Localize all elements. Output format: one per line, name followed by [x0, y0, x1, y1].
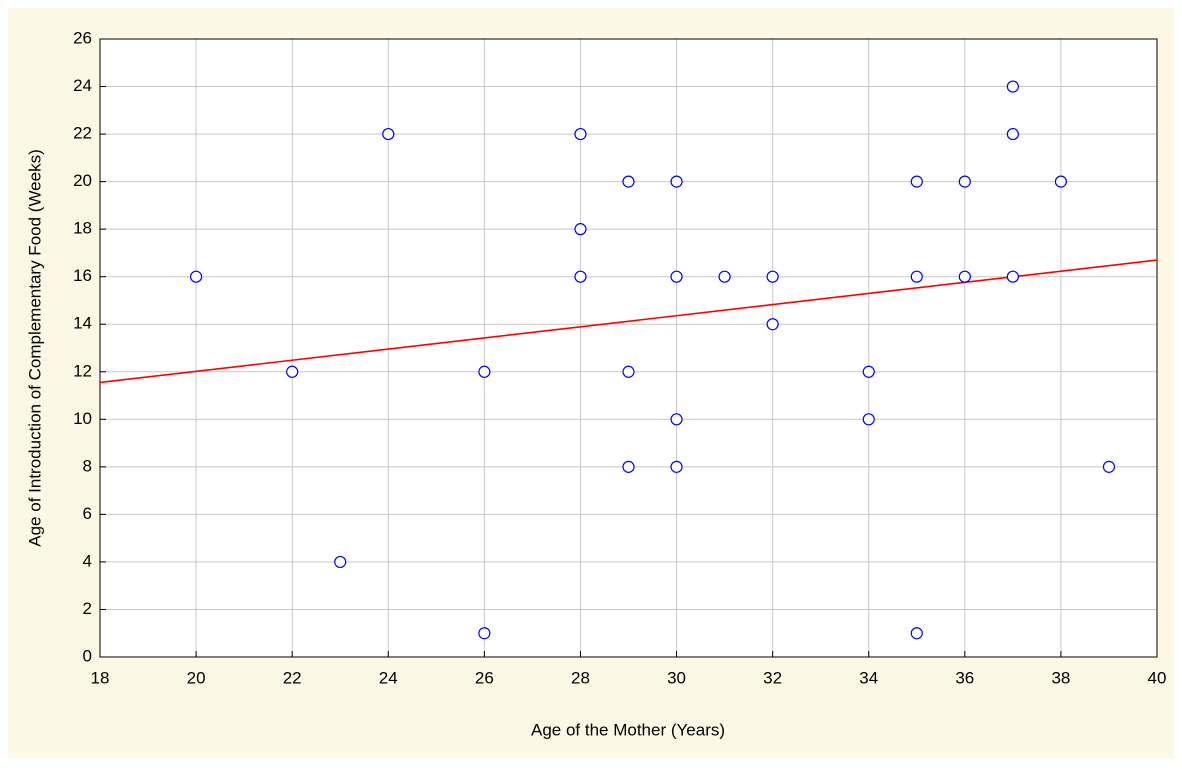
y-tick-label: 0 [83, 646, 92, 665]
point [334, 555, 347, 569]
point [718, 270, 731, 283]
point [862, 413, 875, 426]
point [766, 318, 779, 331]
y-tick-label: 4 [83, 551, 92, 570]
point [1006, 127, 1019, 141]
x-tick-label: 40 [1148, 668, 1167, 687]
point [574, 223, 587, 236]
y-tick-label: 22 [73, 124, 92, 143]
point [862, 365, 875, 378]
y-axis-label: Age of Introduction of Complementary Foo… [25, 149, 44, 546]
y-tick-label: 6 [83, 504, 92, 523]
point [1102, 460, 1116, 473]
point [574, 127, 587, 141]
point [910, 270, 923, 283]
x-tick-label: 30 [667, 668, 686, 687]
y-tick-label: 18 [73, 219, 92, 238]
y-tick-label: 14 [73, 314, 92, 333]
point [478, 365, 491, 378]
point [670, 175, 683, 188]
point [1006, 80, 1019, 93]
y-tick-label: 12 [73, 361, 92, 380]
plot-area [100, 39, 1157, 657]
point [574, 270, 587, 283]
point [622, 365, 635, 378]
point [670, 270, 683, 283]
y-tick-label: 20 [73, 171, 92, 190]
point [670, 460, 683, 473]
y-tick-label: 2 [83, 599, 92, 618]
point [766, 270, 779, 283]
point [622, 175, 635, 188]
point [910, 627, 923, 640]
x-axis-label: Age of the Mother (Years) [531, 720, 725, 739]
point [286, 365, 299, 378]
x-tick-label: 32 [763, 668, 782, 687]
x-tick-label: 28 [571, 668, 590, 687]
x-tick-label: 20 [187, 668, 206, 687]
x-tick-label: 24 [379, 668, 398, 687]
point [478, 627, 491, 640]
x-tick-label: 36 [955, 668, 974, 687]
y-tick-label: 10 [73, 409, 92, 428]
x-tick-label: 26 [475, 668, 494, 687]
x-tick-label: 22 [283, 668, 302, 687]
y-tick-label: 26 [73, 28, 92, 47]
point [958, 175, 971, 188]
point [1006, 270, 1019, 283]
point [382, 127, 395, 141]
y-tick-label: 8 [83, 456, 92, 475]
x-tick-label: 34 [859, 668, 878, 687]
point [958, 270, 971, 283]
x-tick-label: 18 [91, 668, 110, 687]
point [189, 270, 203, 283]
point [622, 460, 635, 473]
plot-frame [99, 38, 1158, 658]
point [910, 175, 923, 188]
trend-line [99, 259, 1158, 384]
x-tick-label: 38 [1051, 668, 1070, 687]
point [670, 413, 683, 426]
y-tick-label: 16 [73, 266, 92, 285]
point [1054, 175, 1068, 188]
y-tick-label: 24 [73, 76, 92, 95]
